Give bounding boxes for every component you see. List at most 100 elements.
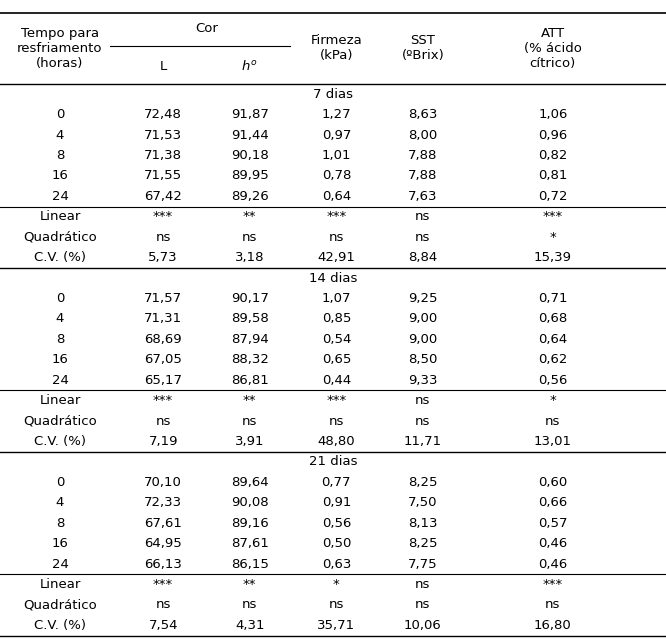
Text: 15,39: 15,39 — [533, 251, 572, 264]
Text: 5,73: 5,73 — [149, 251, 178, 264]
Text: 8,63: 8,63 — [408, 108, 438, 121]
Text: ns: ns — [545, 415, 561, 428]
Text: ns: ns — [242, 598, 258, 611]
Text: $h^o$: $h^o$ — [242, 59, 258, 73]
Text: **: ** — [243, 394, 256, 407]
Text: 71,31: 71,31 — [144, 313, 182, 325]
Text: 0,68: 0,68 — [538, 313, 567, 325]
Text: ns: ns — [415, 578, 431, 591]
Text: 16: 16 — [51, 537, 69, 550]
Text: 71,55: 71,55 — [144, 169, 182, 182]
Text: 1,06: 1,06 — [538, 108, 567, 121]
Text: 0: 0 — [56, 108, 64, 121]
Text: 14 dias: 14 dias — [309, 272, 357, 284]
Text: 64,95: 64,95 — [145, 537, 182, 550]
Text: 0,64: 0,64 — [322, 190, 351, 203]
Text: 0,82: 0,82 — [538, 149, 567, 162]
Text: 88,32: 88,32 — [231, 353, 268, 367]
Text: *: * — [549, 394, 556, 407]
Text: 0,66: 0,66 — [538, 496, 567, 509]
Text: 24: 24 — [51, 558, 69, 571]
Text: C.V. (%): C.V. (%) — [34, 251, 86, 264]
Text: Linear: Linear — [39, 578, 81, 591]
Text: 7,63: 7,63 — [408, 190, 438, 203]
Text: 0,57: 0,57 — [538, 517, 567, 530]
Text: 8,84: 8,84 — [408, 251, 438, 264]
Text: 8,25: 8,25 — [408, 537, 438, 550]
Text: 71,57: 71,57 — [144, 292, 182, 305]
Text: 87,61: 87,61 — [231, 537, 268, 550]
Text: 16,80: 16,80 — [534, 619, 571, 632]
Text: 0,50: 0,50 — [322, 537, 351, 550]
Text: 0,78: 0,78 — [322, 169, 351, 182]
Text: **: ** — [243, 211, 256, 223]
Text: 21 dias: 21 dias — [309, 455, 357, 469]
Text: SST
(ºBrix): SST (ºBrix) — [402, 35, 444, 62]
Text: 71,53: 71,53 — [144, 128, 182, 142]
Text: 0,44: 0,44 — [322, 374, 351, 386]
Text: 8: 8 — [56, 333, 64, 346]
Text: ns: ns — [415, 415, 431, 428]
Text: ***: *** — [153, 394, 173, 407]
Text: 9,00: 9,00 — [408, 313, 438, 325]
Text: 0: 0 — [56, 292, 64, 305]
Text: 89,58: 89,58 — [231, 313, 268, 325]
Text: 0,46: 0,46 — [538, 537, 567, 550]
Text: 16: 16 — [51, 169, 69, 182]
Text: 0,56: 0,56 — [322, 517, 351, 530]
Text: 8,25: 8,25 — [408, 476, 438, 489]
Text: 0,72: 0,72 — [538, 190, 567, 203]
Text: 71,38: 71,38 — [144, 149, 182, 162]
Text: 9,25: 9,25 — [408, 292, 438, 305]
Text: 67,05: 67,05 — [145, 353, 182, 367]
Text: 0,85: 0,85 — [322, 313, 351, 325]
Text: 8: 8 — [56, 149, 64, 162]
Text: 86,15: 86,15 — [231, 558, 268, 571]
Text: 0,64: 0,64 — [538, 333, 567, 346]
Text: 48,80: 48,80 — [318, 435, 355, 448]
Text: ns: ns — [155, 598, 171, 611]
Text: 72,48: 72,48 — [145, 108, 182, 121]
Text: 1,07: 1,07 — [322, 292, 351, 305]
Text: 11,71: 11,71 — [404, 435, 442, 448]
Text: 90,17: 90,17 — [231, 292, 268, 305]
Text: *: * — [549, 230, 556, 244]
Text: 89,26: 89,26 — [231, 190, 268, 203]
Text: ns: ns — [415, 394, 431, 407]
Text: 8,50: 8,50 — [408, 353, 438, 367]
Text: Quadrático: Quadrático — [23, 598, 97, 611]
Text: ***: *** — [326, 394, 346, 407]
Text: 89,16: 89,16 — [231, 517, 268, 530]
Text: ***: *** — [326, 211, 346, 223]
Text: 89,95: 89,95 — [231, 169, 268, 182]
Text: 1,27: 1,27 — [322, 108, 351, 121]
Text: Tempo para
resfriamento
(horas): Tempo para resfriamento (horas) — [17, 27, 103, 70]
Text: 0,71: 0,71 — [538, 292, 567, 305]
Text: Linear: Linear — [39, 211, 81, 223]
Text: 0,60: 0,60 — [538, 476, 567, 489]
Text: ***: *** — [153, 578, 173, 591]
Text: Quadrático: Quadrático — [23, 230, 97, 244]
Text: 0,81: 0,81 — [538, 169, 567, 182]
Text: ns: ns — [328, 415, 344, 428]
Text: Cor: Cor — [195, 22, 218, 35]
Text: 7,88: 7,88 — [408, 169, 438, 182]
Text: 3,91: 3,91 — [235, 435, 264, 448]
Text: Linear: Linear — [39, 394, 81, 407]
Text: 35,71: 35,71 — [317, 619, 356, 632]
Text: ns: ns — [545, 598, 561, 611]
Text: 0,63: 0,63 — [322, 558, 351, 571]
Text: 0: 0 — [56, 476, 64, 489]
Text: 0,54: 0,54 — [322, 333, 351, 346]
Text: L: L — [160, 60, 166, 73]
Text: 13,01: 13,01 — [533, 435, 572, 448]
Text: Firmeza
(kPa): Firmeza (kPa) — [310, 35, 362, 62]
Text: C.V. (%): C.V. (%) — [34, 435, 86, 448]
Text: 3,18: 3,18 — [235, 251, 264, 264]
Text: 86,81: 86,81 — [231, 374, 268, 386]
Text: 87,94: 87,94 — [231, 333, 268, 346]
Text: 4: 4 — [56, 313, 64, 325]
Text: 8: 8 — [56, 517, 64, 530]
Text: 1,01: 1,01 — [322, 149, 351, 162]
Text: 72,33: 72,33 — [144, 496, 182, 509]
